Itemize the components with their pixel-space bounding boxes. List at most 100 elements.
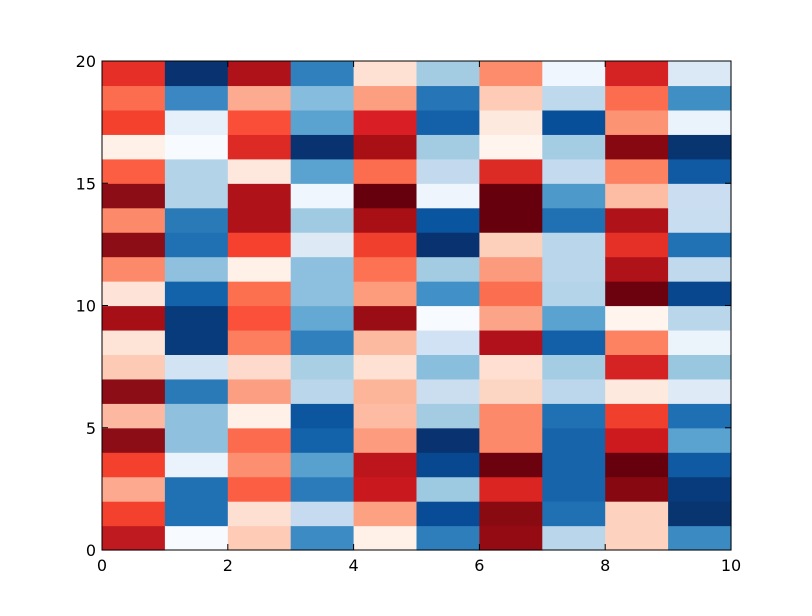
- heatmap-cell: [164, 85, 229, 111]
- heatmap-cell: [605, 183, 669, 209]
- heatmap-cell: [416, 329, 480, 355]
- heatmap-cell: [605, 85, 669, 111]
- heatmap-cell: [227, 183, 292, 209]
- heatmap-cell: [479, 354, 543, 380]
- y-tick-label: 0: [86, 541, 96, 560]
- x-tick-label: 0: [97, 556, 107, 575]
- heatmap-cell: [353, 403, 418, 429]
- heatmap-cell: [542, 403, 606, 429]
- heatmap-cell: [668, 183, 732, 209]
- heatmap-cell: [416, 183, 480, 209]
- heatmap-cell: [542, 109, 606, 135]
- heatmap-cell: [668, 501, 732, 527]
- heatmap-cell: [479, 403, 543, 429]
- heatmap-cell: [668, 525, 732, 551]
- heatmap-cell: [416, 134, 480, 160]
- y-tick-label: 10: [76, 297, 96, 316]
- heatmap-cell: [542, 476, 606, 502]
- heatmap-cell: [353, 378, 418, 404]
- heatmap-cell: [290, 61, 355, 87]
- heatmap-cell: [353, 207, 418, 233]
- heatmap-cell: [102, 329, 166, 355]
- heatmap-cell: [290, 281, 355, 307]
- heatmap-cell: [542, 158, 606, 184]
- heatmap-cell: [290, 232, 355, 258]
- heatmap-cell: [227, 329, 292, 355]
- heatmap-cell: [542, 378, 606, 404]
- heatmap-cell: [416, 207, 480, 233]
- x-axis-tick-labels: 0 2 4 6 8 10: [97, 556, 741, 575]
- heatmap-cell: [668, 476, 732, 502]
- heatmap-cell: [290, 476, 355, 502]
- heatmap-cell: [605, 61, 669, 87]
- heatmap-cell: [164, 61, 229, 87]
- heatmap-cell: [479, 256, 543, 282]
- heatmap-cell: [479, 525, 543, 551]
- heatmap-cell: [227, 232, 292, 258]
- y-axis-tick-labels: 0 5 10 15 20: [76, 52, 96, 560]
- heatmap-cell: [416, 354, 480, 380]
- heatmap-cell: [479, 207, 543, 233]
- heatmap-cell: [227, 305, 292, 331]
- heatmap-cell: [542, 501, 606, 527]
- heatmap-cell: [353, 158, 418, 184]
- heatmap-cell: [102, 476, 166, 502]
- x-tick-label: 10: [721, 556, 741, 575]
- heatmap-cell: [290, 525, 355, 551]
- heatmap-cell: [290, 256, 355, 282]
- heatmap-cell: [290, 85, 355, 111]
- heatmap-cell: [102, 403, 166, 429]
- heatmap-cell: [479, 158, 543, 184]
- heatmap-cell: [542, 452, 606, 478]
- heatmap-cell: [416, 61, 480, 87]
- heatmap-cell: [668, 403, 732, 429]
- heatmap-cell: [416, 427, 480, 453]
- heatmap-cell: [102, 158, 166, 184]
- heatmap-cell: [542, 427, 606, 453]
- heatmap-cell: [102, 427, 166, 453]
- heatmap-cell: [353, 61, 418, 87]
- heatmap-cell: [164, 232, 229, 258]
- heatmap-cell: [416, 452, 480, 478]
- heatmap-cell: [479, 452, 543, 478]
- heatmap-cell: [542, 183, 606, 209]
- heatmap-cell: [164, 354, 229, 380]
- heatmap-cell: [290, 501, 355, 527]
- heatmap-cell: [227, 525, 292, 551]
- heatmap-cell: [353, 183, 418, 209]
- heatmap-cell: [542, 134, 606, 160]
- heatmap-cell: [102, 109, 166, 135]
- heatmap-cell: [227, 256, 292, 282]
- heatmap-cell: [605, 452, 669, 478]
- heatmap-cell: [102, 305, 166, 331]
- heatmap-cell: [668, 354, 732, 380]
- heatmap-cell: [605, 109, 669, 135]
- heatmap-cell: [227, 85, 292, 111]
- heatmap-cell: [164, 501, 229, 527]
- heatmap-cell: [479, 85, 543, 111]
- heatmap-cell: [102, 378, 166, 404]
- heatmap-cell: [290, 305, 355, 331]
- heatmap-cell: [227, 476, 292, 502]
- heatmap-cell: [353, 109, 418, 135]
- heatmap-cell: [227, 403, 292, 429]
- heatmap-cell: [353, 305, 418, 331]
- heatmap-cell: [164, 183, 229, 209]
- heatmap-cell: [668, 232, 732, 258]
- heatmap-cell: [416, 525, 480, 551]
- heatmap-cell: [353, 427, 418, 453]
- heatmap-cell: [353, 452, 418, 478]
- heatmap-cell: [290, 427, 355, 453]
- heatmap-cell: [542, 329, 606, 355]
- heatmap-cell: [416, 158, 480, 184]
- heatmap-cell: [102, 207, 166, 233]
- heatmap-cell: [164, 476, 229, 502]
- heatmap-cell: [353, 525, 418, 551]
- heatmap-cell: [102, 61, 166, 87]
- heatmap-cell: [353, 281, 418, 307]
- heatmap-cell: [605, 256, 669, 282]
- heatmap-cell: [542, 85, 606, 111]
- heatmap-cell: [227, 354, 292, 380]
- heatmap-cell: [164, 378, 229, 404]
